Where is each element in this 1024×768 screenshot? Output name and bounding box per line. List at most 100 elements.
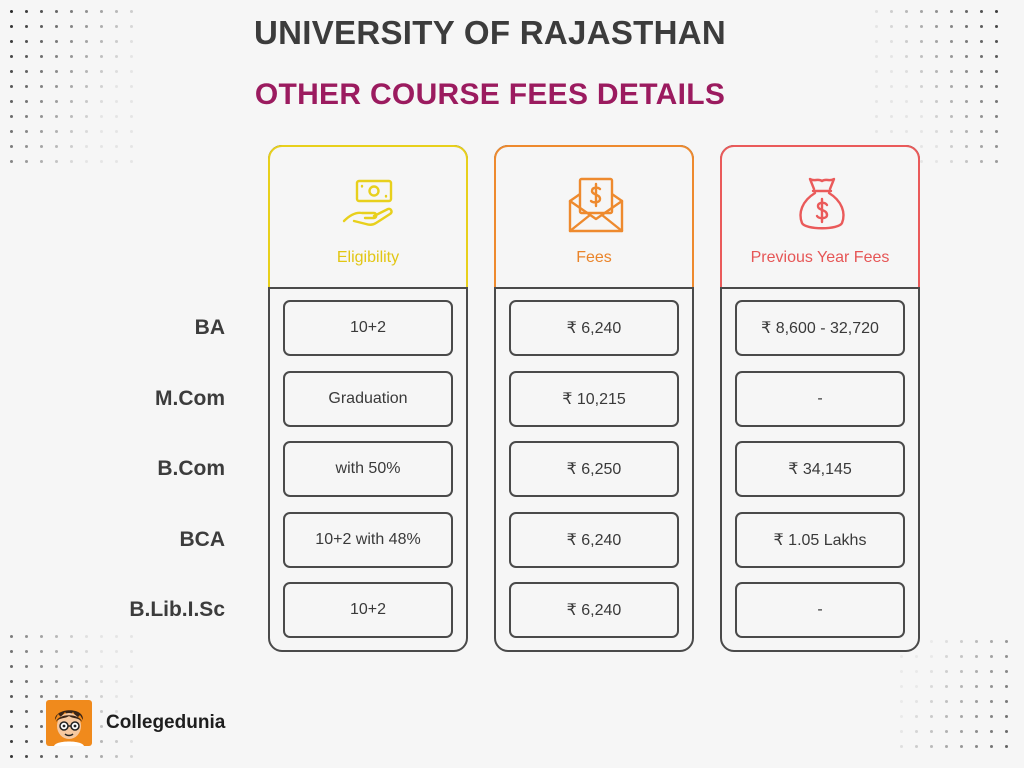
previous-fees-divider bbox=[722, 287, 918, 289]
decorative-dot bbox=[10, 710, 13, 713]
decorative-dot bbox=[70, 680, 73, 683]
decorative-dot bbox=[100, 680, 103, 683]
decorative-dot bbox=[10, 85, 13, 88]
decorative-dot bbox=[875, 25, 878, 28]
decorative-dot bbox=[915, 670, 918, 673]
collegedunia-logo-icon bbox=[46, 700, 92, 746]
decorative-dot bbox=[40, 70, 43, 73]
decorative-dot bbox=[130, 755, 133, 758]
decorative-dot bbox=[960, 730, 963, 733]
decorative-dot bbox=[935, 40, 938, 43]
previous-fees-cell-mcom: - bbox=[735, 371, 905, 427]
decorative-dot bbox=[25, 650, 28, 653]
decorative-dot bbox=[115, 695, 118, 698]
decorative-dot bbox=[10, 725, 13, 728]
decorative-dot bbox=[25, 100, 28, 103]
decorative-dot bbox=[950, 10, 953, 13]
decorative-dot bbox=[10, 130, 13, 133]
decorative-dot bbox=[130, 10, 133, 13]
decorative-dot bbox=[130, 665, 133, 668]
decorative-dot bbox=[950, 115, 953, 118]
decorative-dot bbox=[945, 640, 948, 643]
decorative-dot bbox=[100, 85, 103, 88]
decorative-dot bbox=[25, 40, 28, 43]
decorative-dot bbox=[130, 130, 133, 133]
decorative-dot bbox=[100, 725, 103, 728]
decorative-dot bbox=[905, 10, 908, 13]
brand-name: Collegedunia bbox=[106, 712, 226, 733]
decorative-dot bbox=[25, 115, 28, 118]
decorative-dot bbox=[900, 730, 903, 733]
eligibility-cell-bcom: with 50% bbox=[283, 441, 453, 497]
decorative-dot bbox=[25, 70, 28, 73]
decorative-dot bbox=[115, 725, 118, 728]
decorative-dot bbox=[990, 670, 993, 673]
decorative-dot bbox=[905, 85, 908, 88]
decorative-dot bbox=[960, 715, 963, 718]
decorative-dot bbox=[10, 650, 13, 653]
decorative-dot bbox=[40, 740, 43, 743]
decorative-dot bbox=[900, 745, 903, 748]
decorative-dot bbox=[965, 25, 968, 28]
decorative-dot bbox=[85, 145, 88, 148]
decorative-dot bbox=[115, 85, 118, 88]
page-subtitle: OTHER COURSE FEES DETAILS bbox=[254, 78, 726, 111]
decorative-dot bbox=[115, 740, 118, 743]
decorative-dot bbox=[40, 665, 43, 668]
decorative-dot bbox=[890, 55, 893, 58]
decorative-dot bbox=[915, 715, 918, 718]
decorative-dot bbox=[10, 70, 13, 73]
decorative-dot bbox=[85, 695, 88, 698]
decorative-dot bbox=[960, 655, 963, 658]
decorative-dot bbox=[100, 10, 103, 13]
decorative-dot bbox=[935, 130, 938, 133]
decorative-dot bbox=[995, 130, 998, 133]
decorative-dot bbox=[130, 115, 133, 118]
decorative-dot bbox=[130, 650, 133, 653]
decorative-dot bbox=[995, 25, 998, 28]
decorative-dot bbox=[25, 665, 28, 668]
decorative-dot bbox=[70, 145, 73, 148]
decorative-dot bbox=[1005, 655, 1008, 658]
decorative-dot bbox=[130, 145, 133, 148]
money-bag-icon bbox=[799, 177, 845, 230]
eligibility-header-label: Eligibility bbox=[336, 249, 400, 266]
decorative-dot bbox=[1005, 670, 1008, 673]
decorative-dot bbox=[70, 100, 73, 103]
decorative-dot bbox=[10, 665, 13, 668]
decorative-dot bbox=[70, 755, 73, 758]
decorative-dot bbox=[960, 745, 963, 748]
decorative-dot bbox=[70, 695, 73, 698]
decorative-dot bbox=[995, 10, 998, 13]
decorative-dot bbox=[115, 710, 118, 713]
decorative-dot bbox=[950, 55, 953, 58]
decorative-dot bbox=[85, 55, 88, 58]
previous-fees-cell-ba: ₹ 8,600 - 32,720 bbox=[735, 300, 905, 356]
decorative-dot bbox=[965, 40, 968, 43]
decorative-dot bbox=[70, 55, 73, 58]
decorative-dot bbox=[990, 730, 993, 733]
decorative-dot bbox=[115, 160, 118, 163]
decorative-dot bbox=[70, 160, 73, 163]
decorative-dot bbox=[975, 730, 978, 733]
decorative-dot bbox=[975, 715, 978, 718]
decorative-dot bbox=[25, 85, 28, 88]
previous-fees-card-header: Previous Year Fees bbox=[720, 145, 920, 287]
decorative-dot bbox=[100, 755, 103, 758]
decorative-dot bbox=[100, 635, 103, 638]
decorative-dot bbox=[100, 115, 103, 118]
decorative-dot bbox=[130, 85, 133, 88]
decorative-dot bbox=[100, 40, 103, 43]
decorative-dot bbox=[980, 100, 983, 103]
decorative-dot bbox=[70, 85, 73, 88]
decorative-dot bbox=[115, 145, 118, 148]
course-label-mcom: M.Com bbox=[155, 387, 225, 410]
decorative-dot bbox=[965, 85, 968, 88]
course-label-blibisc: B.Lib.I.Sc bbox=[129, 598, 225, 621]
decorative-dot bbox=[975, 640, 978, 643]
decorative-dot bbox=[85, 25, 88, 28]
decorative-dot bbox=[990, 700, 993, 703]
decorative-dot bbox=[55, 25, 58, 28]
decorative-dot bbox=[40, 710, 43, 713]
decorative-dot bbox=[960, 670, 963, 673]
